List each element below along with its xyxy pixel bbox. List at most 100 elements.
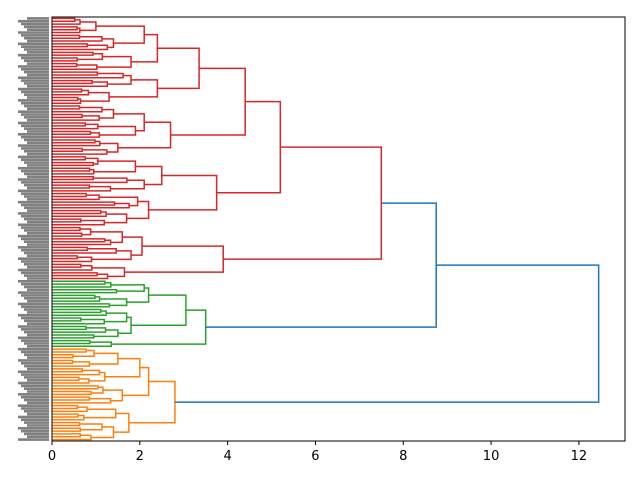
x-tick-label: 0 bbox=[48, 449, 56, 464]
dendrogram-link bbox=[52, 433, 81, 438]
dendrogram-link bbox=[93, 160, 137, 173]
leaf-label bbox=[18, 76, 49, 80]
dendrogram-link bbox=[52, 256, 93, 263]
dendrogram-link bbox=[52, 280, 106, 285]
dendrogram-links bbox=[52, 17, 600, 441]
leaf-label bbox=[21, 237, 49, 241]
leaf-label bbox=[21, 214, 49, 218]
dendrogram-link bbox=[89, 352, 119, 365]
leaf-label bbox=[24, 116, 49, 119]
dendrogram-link bbox=[52, 147, 83, 153]
leaf-label bbox=[27, 356, 49, 359]
leaf-label bbox=[27, 186, 49, 190]
dendrogram-link bbox=[52, 51, 94, 56]
leaf-label bbox=[24, 172, 49, 176]
dendrogram-link bbox=[52, 36, 103, 42]
dendrogram-link bbox=[131, 33, 159, 63]
leaf-label bbox=[21, 429, 49, 433]
leaf-label bbox=[27, 51, 49, 54]
dendrogram-link bbox=[91, 267, 126, 278]
dendrogram-link bbox=[52, 192, 87, 198]
leaf-label bbox=[27, 107, 49, 111]
leaf-label bbox=[24, 138, 49, 142]
leaf-label bbox=[24, 342, 49, 345]
leaf-label bbox=[27, 73, 49, 77]
leaf-label bbox=[27, 378, 49, 382]
dendrogram-link bbox=[216, 100, 282, 194]
dendrogram-link bbox=[205, 202, 437, 328]
leaf-label bbox=[27, 412, 49, 416]
dendrogram-link bbox=[52, 105, 81, 110]
leaf-label bbox=[21, 22, 49, 26]
leaf-label bbox=[18, 325, 49, 328]
dendrogram-link bbox=[52, 421, 81, 427]
dendrogram-link bbox=[96, 55, 132, 68]
leaf-label bbox=[21, 316, 49, 320]
leaf-label bbox=[18, 246, 49, 249]
leaf-label bbox=[24, 376, 49, 379]
dendrogram-link bbox=[135, 165, 163, 186]
dendrogram-link bbox=[52, 264, 93, 271]
leaf-label bbox=[24, 127, 49, 130]
dendrogram-link bbox=[52, 238, 106, 243]
leaf-label bbox=[18, 336, 49, 340]
leaf-label bbox=[21, 407, 49, 410]
dendrogram-link bbox=[52, 17, 76, 22]
leaf-label bbox=[21, 135, 49, 139]
dendrogram-link bbox=[52, 161, 95, 167]
dendrogram-link bbox=[90, 426, 115, 439]
leaf-label bbox=[18, 438, 49, 441]
dendrogram-link bbox=[52, 396, 91, 401]
dendrogram-link bbox=[52, 113, 83, 119]
dendrogram-link bbox=[52, 106, 103, 113]
dendrogram-link bbox=[113, 113, 145, 132]
leaf-label bbox=[24, 183, 49, 187]
leaf-label bbox=[27, 254, 49, 258]
leaf-label bbox=[27, 299, 49, 303]
dendrogram-link bbox=[52, 167, 91, 172]
leaf-label bbox=[24, 36, 49, 40]
x-tick-label: 10 bbox=[483, 449, 500, 464]
plot-frame bbox=[51, 16, 626, 442]
leaf-label bbox=[21, 418, 49, 422]
dendrogram-link bbox=[52, 43, 89, 48]
dendrogram-link bbox=[104, 357, 141, 378]
leaf-label bbox=[18, 212, 49, 215]
leaf-label bbox=[24, 93, 49, 97]
leaf-label bbox=[24, 432, 49, 436]
leaf-label bbox=[18, 279, 49, 283]
leaf-label bbox=[24, 330, 49, 334]
dendrogram-link bbox=[52, 361, 91, 367]
leaf-label bbox=[21, 56, 49, 60]
leaf-label bbox=[21, 192, 49, 195]
leaf-label bbox=[27, 17, 49, 20]
dendrogram-link bbox=[52, 308, 102, 314]
leaf-label bbox=[18, 110, 49, 113]
dendrogram-link bbox=[52, 81, 109, 88]
dendrogram-link bbox=[52, 96, 79, 102]
dendrogram-link bbox=[52, 385, 99, 390]
leaf-label bbox=[21, 384, 49, 388]
leaf-label bbox=[27, 130, 49, 133]
leaf-label bbox=[24, 387, 49, 391]
dendrogram-link bbox=[91, 250, 132, 261]
dendrogram-link bbox=[104, 213, 128, 224]
dendrogram-link bbox=[52, 122, 87, 127]
leaf-label bbox=[21, 226, 49, 229]
dendrogram-link bbox=[52, 139, 96, 144]
dendrogram-link bbox=[126, 287, 150, 303]
leaf-label bbox=[21, 305, 49, 309]
dendrogram-link bbox=[52, 414, 85, 421]
dendrogram-link bbox=[52, 348, 87, 353]
leaf-label bbox=[21, 248, 49, 252]
leaf-label bbox=[18, 393, 49, 396]
dendrogram-link bbox=[52, 168, 95, 175]
dendrogram-link bbox=[52, 71, 99, 76]
dendrogram-link bbox=[52, 296, 101, 302]
dendrogram-link bbox=[52, 368, 83, 373]
dendrogram-link bbox=[52, 64, 98, 71]
leaf-label bbox=[18, 426, 49, 430]
leaf-label bbox=[24, 308, 49, 311]
leaf-label bbox=[27, 265, 49, 269]
dendrogram-link bbox=[174, 264, 600, 403]
